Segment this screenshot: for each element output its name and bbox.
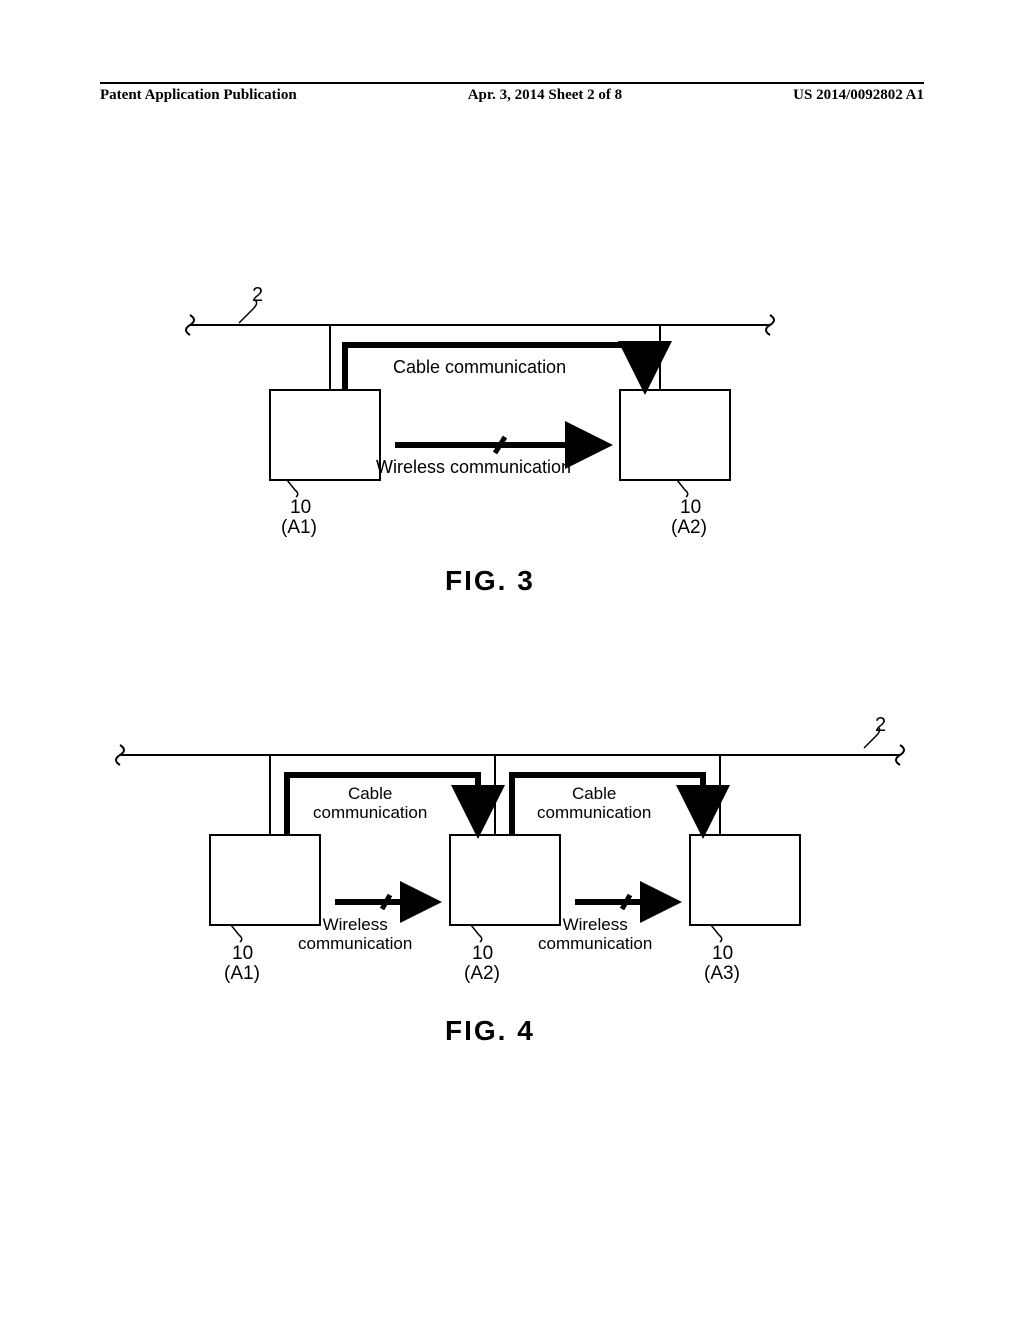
fig4-caption: FIG. 4 (445, 1015, 535, 1047)
header-center: Apr. 3, 2014 Sheet 2 of 8 (468, 87, 622, 104)
fig4-node-a1-ref: 10 (232, 943, 253, 965)
header-left: Patent Application Publication (100, 87, 297, 104)
fig3-node-a1-ref: 10 (290, 497, 311, 519)
fig3-node-a2-sub: (A2) (671, 517, 707, 539)
fig4-bus-label: 2 (875, 714, 886, 737)
fig3-node-a1-sub: (A1) (281, 517, 317, 539)
fig3-bus-label: 2 (252, 284, 263, 307)
fig4-node-a3-ref: 10 (712, 943, 733, 965)
page: Patent Application Publication Apr. 3, 2… (0, 0, 1024, 1320)
header-right: US 2014/0092802 A1 (793, 87, 924, 104)
fig4-cable-label-1: Cablecommunication (313, 785, 427, 822)
fig4-node-a2-ref: 10 (472, 943, 493, 965)
header: Patent Application Publication Apr. 3, 2… (100, 82, 924, 104)
fig4-node-a3-sub: (A3) (704, 963, 740, 985)
fig4-wireless-label-2: Wirelesscommunication (538, 916, 652, 953)
fig4-wireless-label-1: Wirelesscommunication (298, 916, 412, 953)
fig4-node-a1-sub: (A1) (224, 963, 260, 985)
fig3-cable-label: Cable communication (393, 357, 566, 378)
fig4-node-a2-sub: (A2) (464, 963, 500, 985)
fig3-caption: FIG. 3 (445, 565, 535, 597)
fig3-wireless-label: Wireless communication (376, 457, 571, 478)
fig3-node-a2-ref: 10 (680, 497, 701, 519)
fig4-cable-label-2: Cablecommunication (537, 785, 651, 822)
fig4-svg (100, 705, 920, 985)
